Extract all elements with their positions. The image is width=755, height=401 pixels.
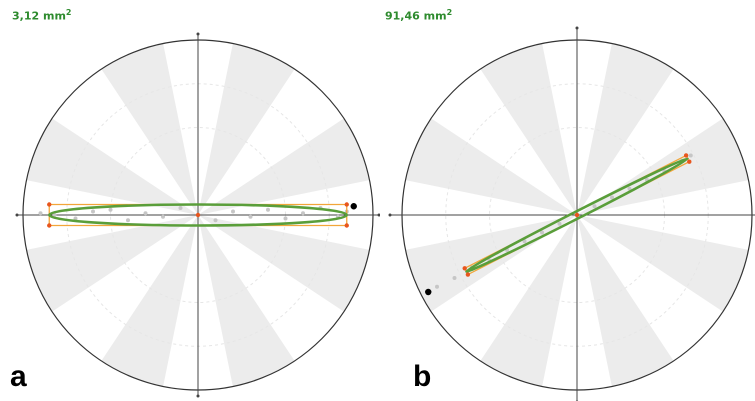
confidence-ellipse xyxy=(464,157,690,273)
shaded-sector xyxy=(198,215,295,387)
shaded-sector xyxy=(405,118,577,215)
shaded-sector xyxy=(26,118,198,215)
shaded-sector xyxy=(198,215,370,312)
confidence-ellipse xyxy=(47,203,349,227)
ellipse-center xyxy=(574,212,580,218)
data-point xyxy=(610,195,614,200)
data-point xyxy=(38,211,43,216)
axis-end-dot xyxy=(575,26,579,30)
data-point xyxy=(301,211,305,216)
current-point-marker xyxy=(350,203,357,210)
axis-end-dot xyxy=(196,32,200,36)
data-point xyxy=(143,211,148,216)
current-point-marker xyxy=(425,288,432,296)
shaded-sector xyxy=(577,43,674,215)
ellipse-center xyxy=(195,212,201,218)
data-point xyxy=(283,216,288,221)
axis-end-dot xyxy=(377,213,380,217)
shaded-sector xyxy=(198,118,370,215)
shaded-sector xyxy=(480,215,577,387)
panel-a: 3,12 mm2 a xyxy=(10,8,380,398)
panel-b: 91,46 mm2 b xyxy=(380,0,755,401)
data-point xyxy=(592,204,597,209)
data-point xyxy=(52,213,57,217)
data-point xyxy=(452,276,457,280)
data-point xyxy=(540,230,544,235)
data-point xyxy=(688,153,693,158)
shaded-sector xyxy=(26,215,198,312)
data-point xyxy=(73,216,78,221)
shaded-sector xyxy=(577,215,674,387)
data-point xyxy=(91,209,95,214)
shaded-sector xyxy=(577,215,749,312)
data-point xyxy=(178,206,183,210)
shaded-sector xyxy=(198,43,295,215)
data-point xyxy=(266,207,270,212)
bbox-corner xyxy=(687,159,692,164)
bbox-corner xyxy=(344,223,349,228)
axis-end-dot xyxy=(15,213,19,217)
bbox-corner xyxy=(462,266,467,271)
data-point xyxy=(435,284,439,289)
shaded-sector xyxy=(101,43,198,215)
bbox-corner xyxy=(47,223,52,228)
data-point xyxy=(231,209,235,214)
axis-end-dot xyxy=(196,394,200,398)
axis-end-dot xyxy=(388,213,392,217)
data-point xyxy=(213,218,218,223)
shaded-sector xyxy=(480,43,577,215)
area-label-a: 3,12 mm2 xyxy=(12,8,72,23)
data-point xyxy=(126,218,130,223)
data-point xyxy=(108,207,113,212)
bbox-corner xyxy=(344,202,349,207)
data-point xyxy=(557,221,562,226)
polar-plot-a xyxy=(15,32,380,398)
bbox-corner xyxy=(47,202,52,207)
shaded-sector xyxy=(101,215,198,387)
area-label-b: 91,46 mm2 xyxy=(385,8,453,23)
data-point xyxy=(161,214,165,219)
panel-letter-a: a xyxy=(10,360,27,393)
panel-letter-b: b xyxy=(413,360,432,393)
bbox-corner xyxy=(465,272,471,277)
data-point xyxy=(248,214,253,219)
bbox-corner xyxy=(683,153,689,158)
polar-plot-b xyxy=(388,26,755,401)
